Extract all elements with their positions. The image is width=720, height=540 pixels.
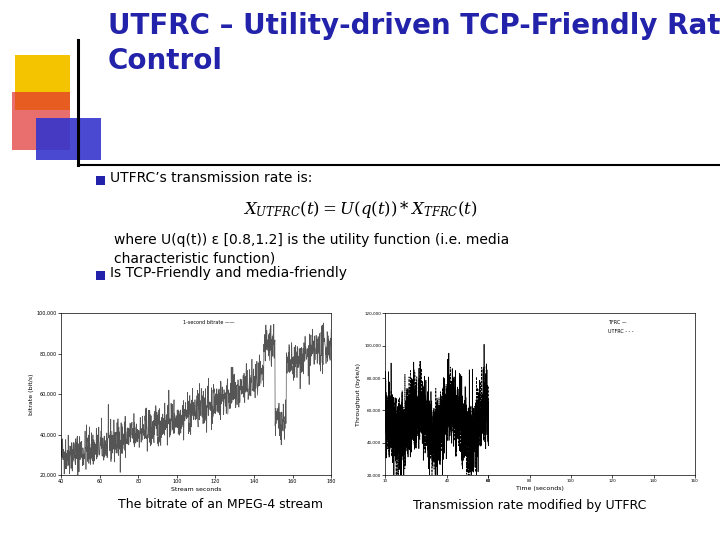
X-axis label: Stream seconds: Stream seconds (171, 487, 222, 492)
Text: The bitrate of an MPEG-4 stream: The bitrate of an MPEG-4 stream (117, 498, 323, 511)
FancyBboxPatch shape (96, 271, 105, 280)
FancyBboxPatch shape (15, 55, 70, 110)
Text: Is TCP-Friendly and media-friendly: Is TCP-Friendly and media-friendly (110, 266, 347, 280)
Text: $X_{UTFRC}(t) = U(q(t)) * X_{TFRC}(t)$: $X_{UTFRC}(t) = U(q(t)) * X_{TFRC}(t)$ (243, 199, 477, 220)
Text: where U(q(t)) ε [0.8,1.2] is the utility function (i.e. media: where U(q(t)) ε [0.8,1.2] is the utility… (114, 233, 509, 247)
Text: characteristic function): characteristic function) (114, 252, 275, 266)
Text: Control: Control (108, 47, 223, 75)
Text: UTFRC – Utility-driven TCP-Friendly Rate: UTFRC – Utility-driven TCP-Friendly Rate (108, 12, 720, 40)
Y-axis label: bitrate (bit/s): bitrate (bit/s) (29, 374, 34, 415)
Text: UTFRC - - -: UTFRC - - - (608, 329, 634, 334)
Text: 1-second bitrate ——: 1-second bitrate —— (183, 320, 234, 325)
Text: UTFRC’s transmission rate is:: UTFRC’s transmission rate is: (110, 171, 312, 185)
Text: TFRC —: TFRC — (608, 320, 626, 325)
Text: Transmission rate modified by UTFRC: Transmission rate modified by UTFRC (413, 498, 647, 511)
FancyBboxPatch shape (96, 176, 105, 185)
X-axis label: Time (seconds): Time (seconds) (516, 486, 564, 491)
FancyBboxPatch shape (12, 92, 70, 150)
FancyBboxPatch shape (36, 118, 101, 160)
Y-axis label: Throughput (byte/s): Throughput (byte/s) (356, 363, 361, 426)
